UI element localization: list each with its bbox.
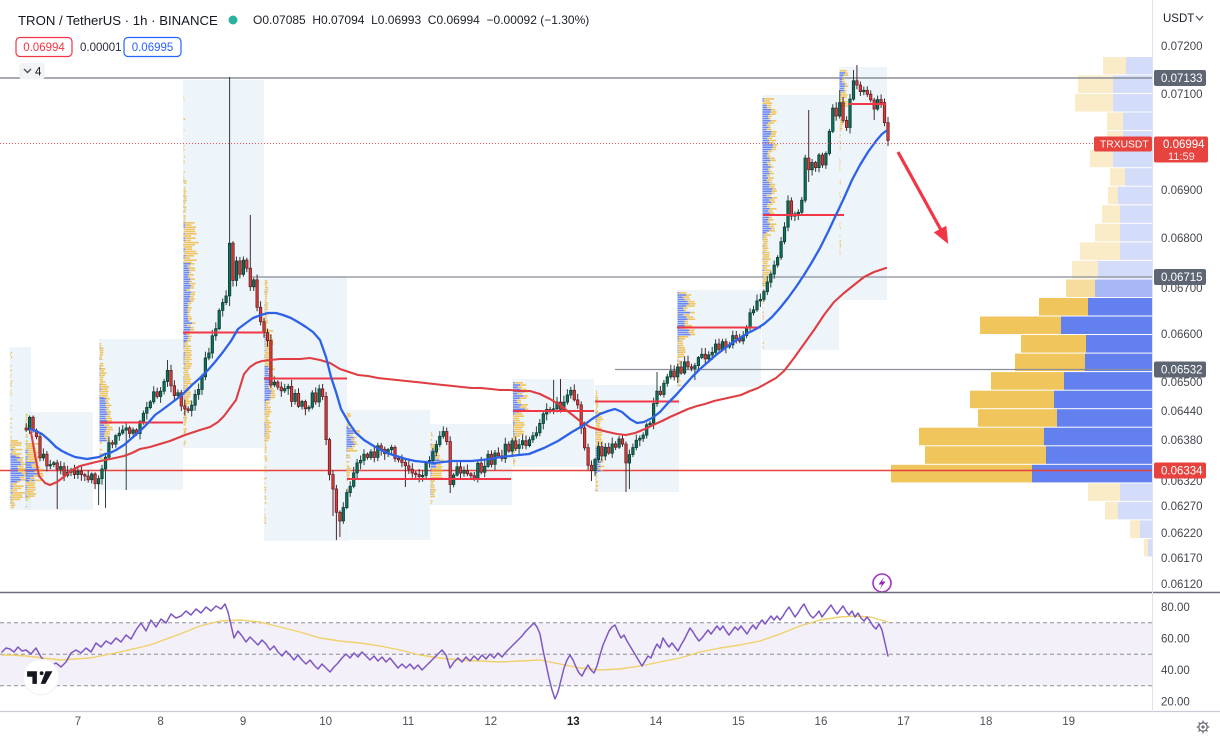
svg-text:0.06532: 0.06532	[1161, 365, 1203, 377]
svg-text:0.06320: 0.06320	[1161, 476, 1203, 488]
svg-text:9: 9	[240, 716, 246, 728]
svg-text:15: 15	[732, 716, 745, 728]
svg-text:17: 17	[897, 716, 910, 728]
svg-text:0.06440: 0.06440	[1161, 406, 1203, 418]
svg-text:11:59: 11:59	[1168, 151, 1195, 163]
svg-text:0.06500: 0.06500	[1161, 377, 1203, 389]
svg-text:11: 11	[402, 716, 414, 728]
svg-text:0.06994: 0.06994	[1163, 139, 1205, 151]
svg-text:0.06600: 0.06600	[1161, 329, 1203, 341]
svg-text:14: 14	[649, 716, 662, 728]
svg-text:40.00: 40.00	[1161, 665, 1190, 677]
svg-text:USDT: USDT	[1163, 13, 1194, 25]
svg-text:0.06170: 0.06170	[1161, 553, 1203, 565]
svg-text:TRON / TetherUS · 1h · BINANCE: TRON / TetherUS · 1h · BINANCE	[18, 13, 218, 28]
svg-text:O0.07085 H0.07094 L0.06993: O0.07085 H0.07094 L0.06993 C0.06994 −0.0…	[253, 13, 589, 27]
svg-text:TRXUSDT: TRXUSDT	[1100, 140, 1149, 151]
svg-text:0.06800: 0.06800	[1161, 233, 1203, 245]
svg-text:0.06380: 0.06380	[1161, 435, 1203, 447]
svg-text:16: 16	[815, 716, 828, 728]
svg-text:0.06994: 0.06994	[23, 42, 65, 54]
svg-text:0.06270: 0.06270	[1161, 501, 1203, 513]
svg-text:0.00001: 0.00001	[80, 42, 122, 54]
svg-text:10: 10	[319, 716, 332, 728]
svg-text:20.00: 20.00	[1161, 697, 1190, 709]
svg-text:13: 13	[567, 716, 580, 728]
svg-text:12: 12	[484, 716, 497, 728]
svg-text:0.06220: 0.06220	[1161, 528, 1203, 540]
svg-text:0.07100: 0.07100	[1161, 89, 1203, 101]
svg-text:19: 19	[1062, 716, 1075, 728]
svg-text:0.06334: 0.06334	[1161, 466, 1203, 478]
svg-text:0.06995: 0.06995	[132, 42, 174, 54]
svg-text:0.06900: 0.06900	[1161, 185, 1203, 197]
svg-text:80.00: 80.00	[1161, 602, 1190, 614]
svg-text:8: 8	[157, 716, 163, 728]
svg-text:0.07133: 0.07133	[1161, 73, 1203, 85]
svg-text:18: 18	[980, 716, 993, 728]
svg-text:0.06700: 0.06700	[1161, 283, 1203, 295]
svg-text:60.00: 60.00	[1161, 634, 1190, 646]
svg-text:0.06715: 0.06715	[1161, 272, 1203, 284]
svg-text:0.07200: 0.07200	[1161, 41, 1203, 53]
svg-text:0.06120: 0.06120	[1161, 579, 1203, 591]
svg-text:4: 4	[35, 67, 42, 79]
svg-text:7: 7	[75, 716, 81, 728]
